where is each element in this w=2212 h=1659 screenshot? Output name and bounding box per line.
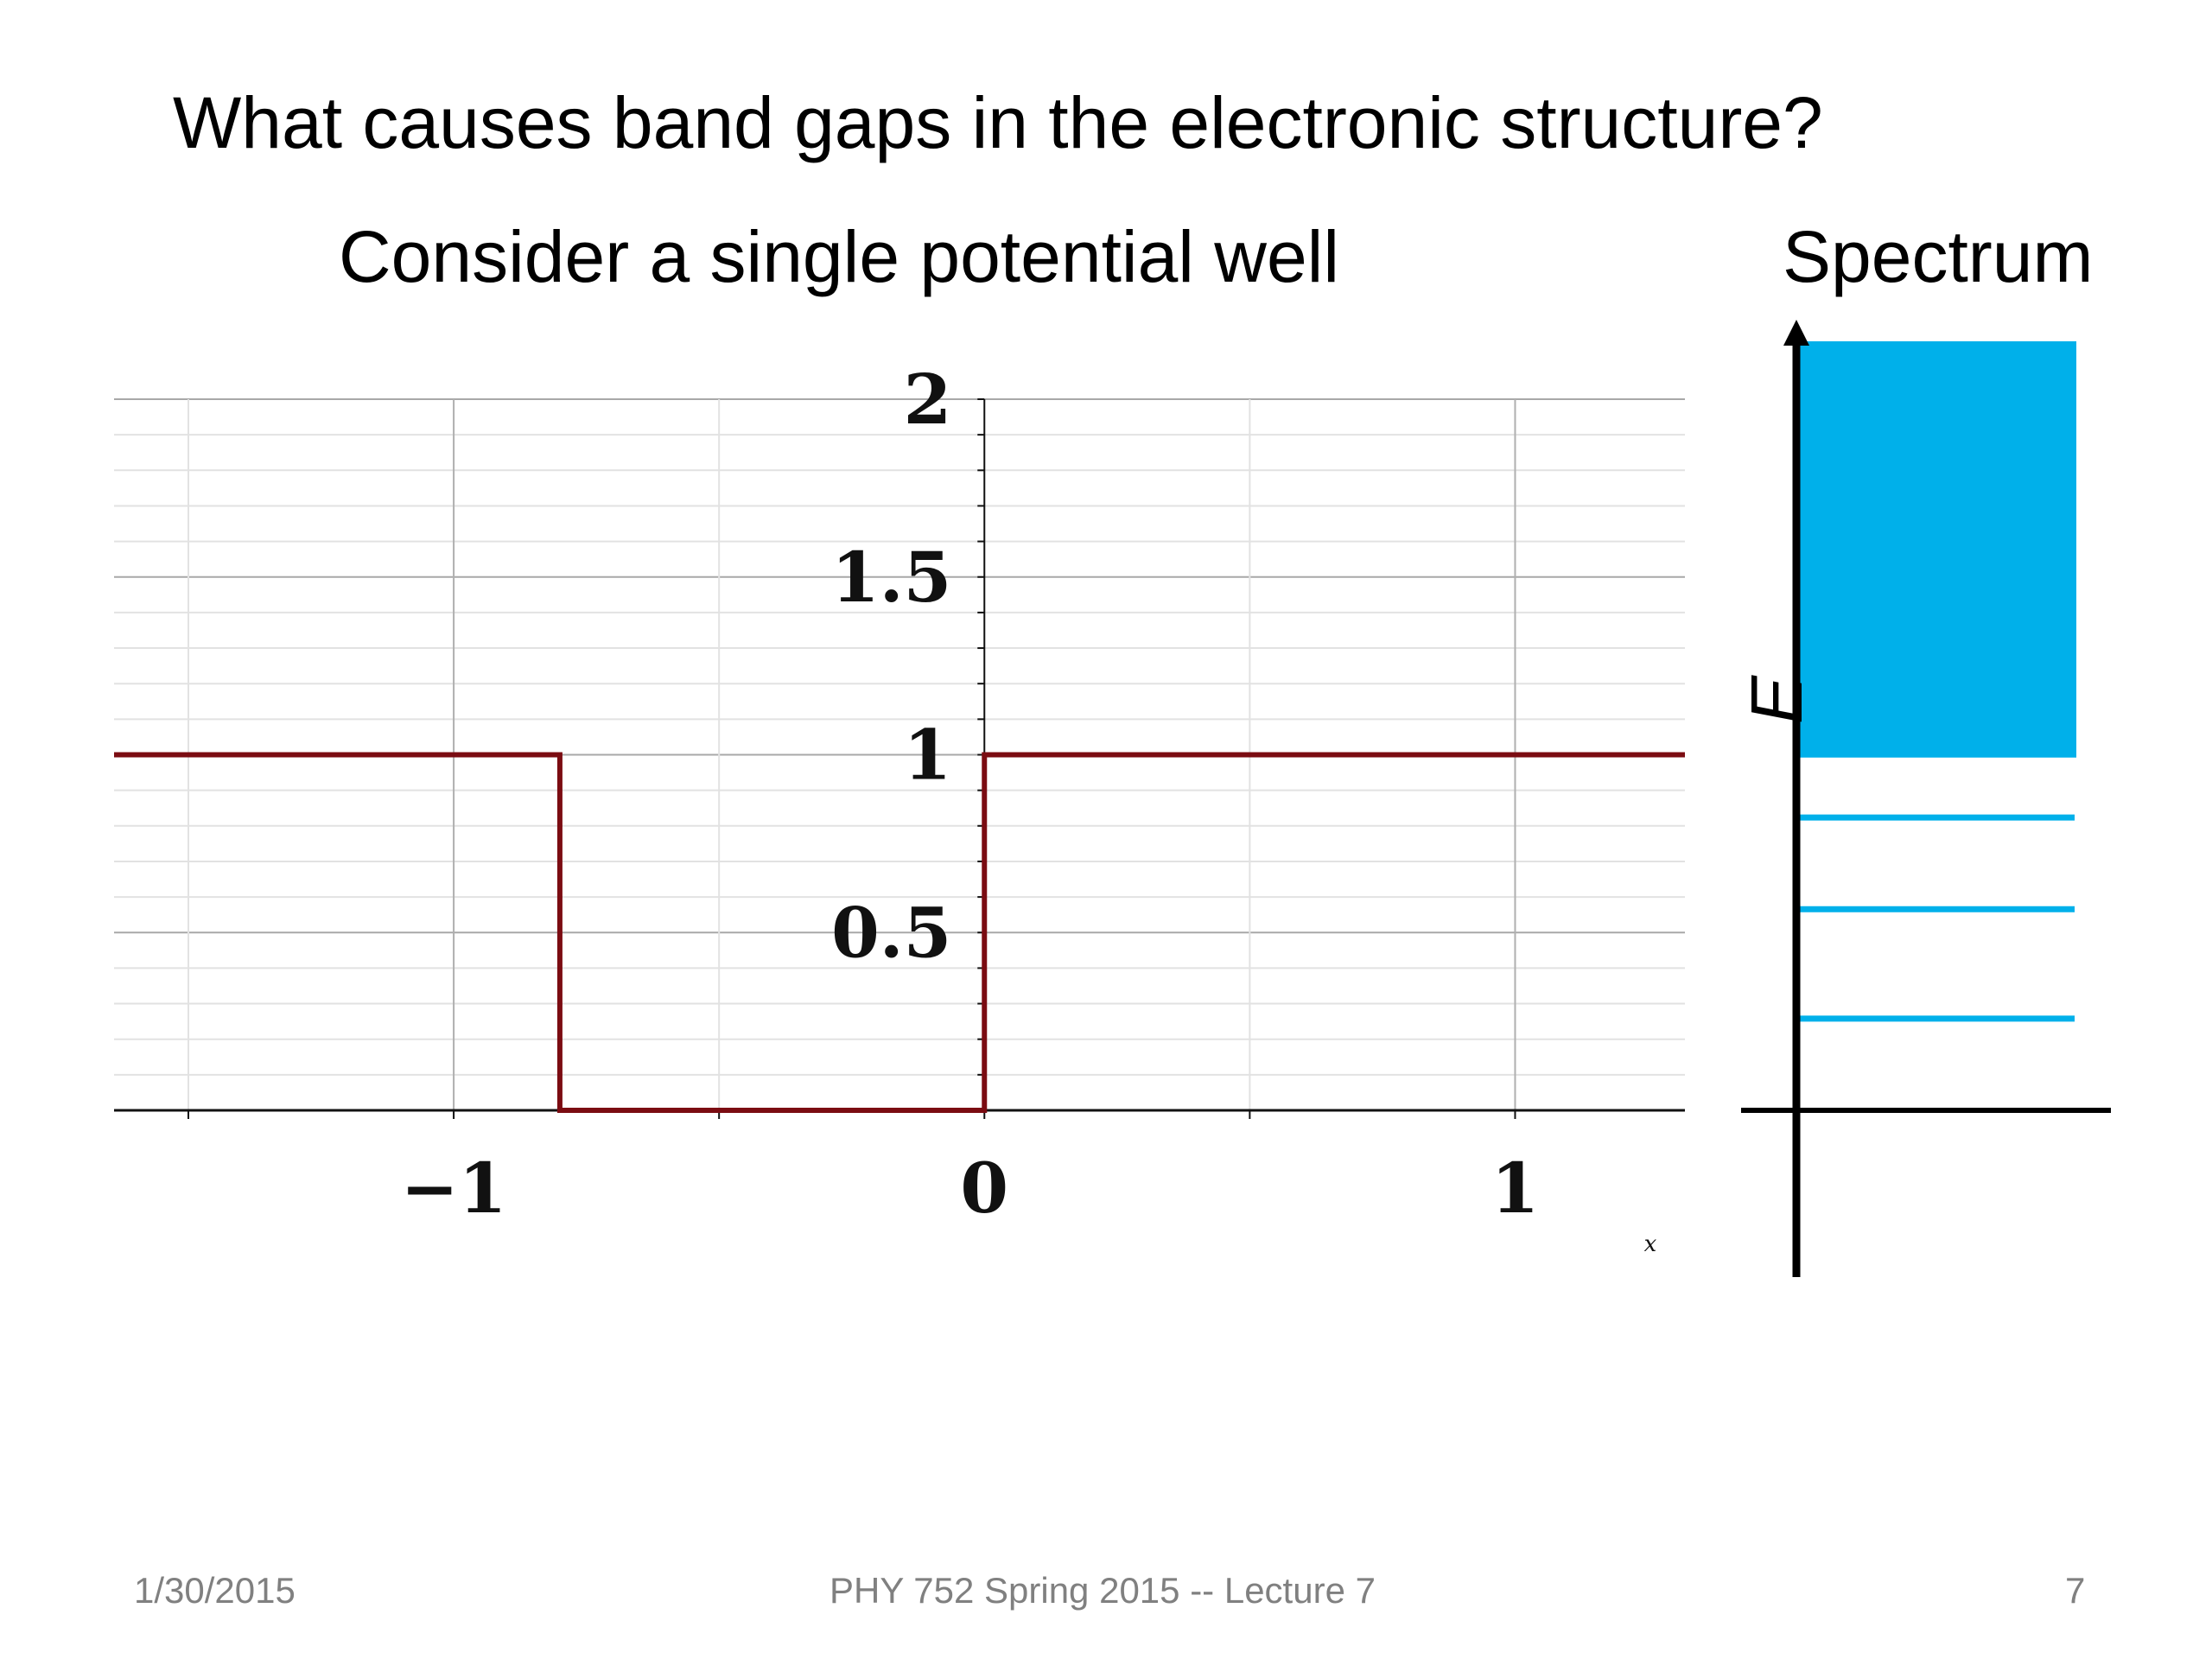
- plot-labels: 0.5 1 1.5 2 −1 0 1 x: [401, 359, 1657, 1257]
- y-tick-label: 2: [904, 359, 952, 440]
- spectrum-marks: [1798, 341, 2076, 1022]
- energy-axis-arrowhead: [1783, 320, 1809, 346]
- energy-axis-label: E: [1736, 675, 1817, 724]
- spectrum-axes: [1741, 320, 2111, 1277]
- plot-subtitle: Consider a single potential well: [339, 216, 1339, 297]
- x-tick-label: −1: [401, 1147, 507, 1229]
- y-tick-label: 0.5: [831, 892, 951, 973]
- plot-grid: [114, 398, 1685, 1110]
- spectrum-subtitle: Spectrum: [1783, 216, 2094, 297]
- x-tick-label: 0: [960, 1147, 1008, 1229]
- potential-line: [114, 752, 1685, 1113]
- plot-series: [114, 752, 1685, 1113]
- y-tick-label: 1: [904, 715, 952, 796]
- continuum-band: [1798, 341, 2076, 758]
- x-axis-label: x: [1644, 1231, 1657, 1257]
- footer-course: PHY 752 Spring 2015 -- Lecture 7: [830, 1570, 1376, 1611]
- x-tick-label: 1: [1491, 1147, 1540, 1229]
- y-tick-label: 1.5: [831, 537, 951, 618]
- slide-title: What causes band gaps in the electronic …: [173, 82, 1823, 163]
- footer-page-number: 7: [2065, 1570, 2086, 1611]
- footer-date: 1/30/2015: [134, 1570, 296, 1611]
